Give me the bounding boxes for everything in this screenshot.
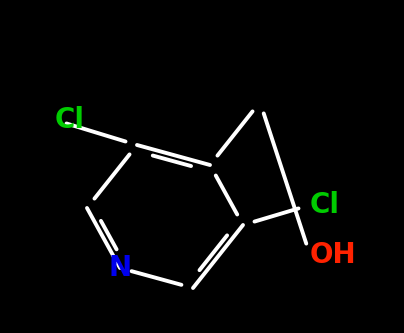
Text: Cl: Cl bbox=[55, 106, 85, 134]
Text: N: N bbox=[108, 254, 132, 282]
Text: Cl: Cl bbox=[310, 191, 340, 219]
Text: OH: OH bbox=[310, 241, 357, 269]
